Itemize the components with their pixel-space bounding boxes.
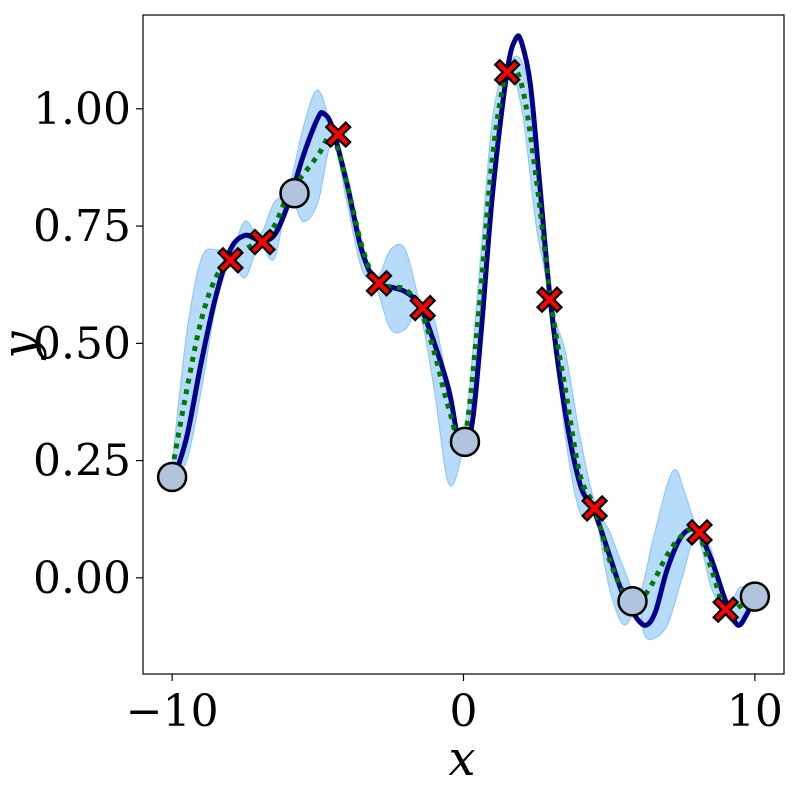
x-axis-ticks: −10 0 10 [126, 674, 783, 737]
y-tick-label: 0.50 [33, 318, 131, 369]
sampled-point-cross [216, 246, 244, 274]
prediction-mean-line [169, 63, 757, 616]
y-tick-label: 0.00 [33, 553, 131, 604]
plot-area [156, 33, 771, 641]
sampled-point-cross [324, 121, 352, 149]
y-tick-label: 1.00 [33, 84, 131, 135]
sampled-point-cross [581, 494, 609, 522]
y-tick-label: 0.75 [33, 201, 131, 252]
plot-frame [142, 14, 785, 675]
observed-point-circle [617, 586, 648, 617]
observed-point-circle [449, 426, 481, 458]
y-tick-label: 0.25 [33, 436, 131, 487]
observed-point-circle [739, 581, 771, 612]
sampled-point-cross [409, 294, 437, 322]
x-tick-label: −10 [126, 686, 219, 737]
y-axis-ticks: 0.00 0.25 0.50 0.75 1.00 [33, 84, 143, 604]
x-axis-label: x [448, 731, 475, 787]
x-tick-label: 10 [727, 686, 783, 737]
observed-point-circle [279, 177, 310, 209]
sampled-point-cross [493, 58, 521, 86]
sampled-point-cross [248, 228, 277, 256]
sampled-point-cross [535, 286, 564, 314]
sampled-point-cross [365, 269, 393, 297]
y-axis-label: y [0, 331, 48, 361]
sampled-point-cross [685, 518, 714, 546]
observed-point-circle [156, 461, 188, 493]
x-tick-label: 0 [450, 686, 478, 737]
sampled-point-cross [712, 596, 740, 624]
